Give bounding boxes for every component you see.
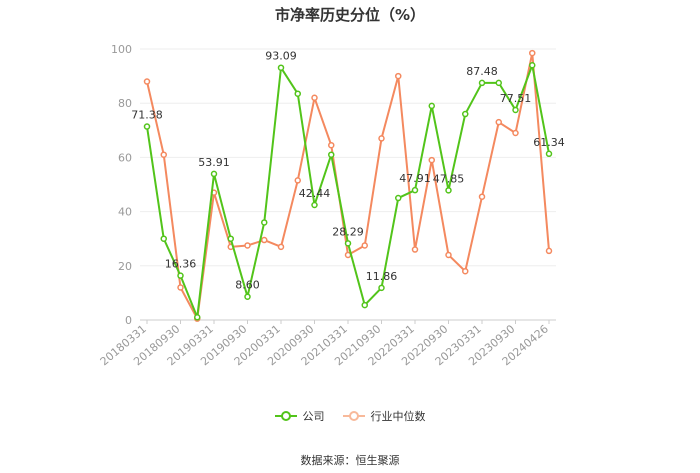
- data-point-1: [428, 156, 435, 164]
- data-label: 61.34: [533, 136, 565, 149]
- data-point-0: [210, 170, 218, 178]
- data-label: 16.36: [165, 258, 197, 271]
- legend-item-industry[interactable]: 行业中位数: [342, 408, 426, 424]
- data-label: 93.09: [265, 50, 297, 63]
- data-label: 8.60: [235, 279, 260, 292]
- legend-item-company[interactable]: 公司: [274, 408, 325, 424]
- data-point-1: [495, 118, 502, 126]
- data-label: 71.38: [131, 109, 163, 122]
- data-label: 28.29: [332, 225, 364, 238]
- data-point-0: [277, 64, 285, 71]
- data-point-0: [529, 62, 536, 69]
- data-point-1: [311, 94, 318, 102]
- data-point-0: [411, 186, 419, 194]
- data-point-0: [227, 235, 234, 242]
- data-point-0: [512, 106, 519, 114]
- data-point-0: [462, 110, 469, 118]
- data-point-0: [311, 201, 318, 209]
- data-point-0: [478, 79, 486, 87]
- data-point-1: [478, 193, 486, 200]
- y-tick-label: 60: [118, 151, 132, 164]
- data-point-0: [395, 194, 402, 202]
- data-point-0: [495, 79, 502, 87]
- data-point-0: [294, 90, 301, 97]
- data-point-1: [177, 284, 184, 291]
- data-point-1: [512, 129, 519, 137]
- data-point-1: [361, 242, 368, 249]
- data-point-0: [361, 301, 368, 309]
- data-label: 11.86: [366, 270, 398, 283]
- data-point-0: [378, 284, 385, 292]
- data-point-0: [545, 150, 553, 158]
- data-point-0: [344, 240, 352, 247]
- data-label: 77.51: [500, 92, 532, 105]
- y-tick-label: 0: [125, 314, 132, 327]
- y-tick-label: 20: [118, 260, 132, 273]
- data-point-0: [328, 151, 335, 158]
- data-label: 53.91: [198, 156, 230, 169]
- data-point-0: [445, 187, 452, 194]
- data-point-1: [160, 151, 167, 158]
- data-point-1: [445, 251, 452, 259]
- data-label: 42.44: [299, 187, 331, 200]
- data-source: 数据来源：恒生聚源: [300, 454, 400, 467]
- data-point-1: [545, 247, 553, 255]
- data-point-1: [328, 141, 335, 149]
- y-tick-label: 80: [118, 97, 132, 110]
- data-point-0: [143, 123, 151, 130]
- data-label: 87.48: [466, 65, 498, 78]
- data-point-0: [160, 235, 167, 242]
- legend: 公司 行业中位数: [0, 408, 700, 424]
- data-label: 47.85: [433, 172, 465, 185]
- data-point-1: [244, 242, 251, 249]
- data-point-1: [411, 246, 419, 253]
- data-point-1: [294, 177, 301, 184]
- legend-swatch-industry: [342, 411, 365, 421]
- legend-label-company: 公司: [302, 410, 325, 423]
- data-label: 47.91: [399, 172, 431, 185]
- legend-swatch-company: [274, 411, 297, 421]
- data-point-0: [261, 219, 268, 226]
- data-point-0: [428, 102, 435, 110]
- data-point-1: [462, 267, 469, 275]
- chart-title: 市净率历史分位（%）: [274, 6, 426, 24]
- data-point-0: [194, 314, 201, 321]
- data-point-1: [261, 236, 268, 244]
- data-point-1: [143, 78, 151, 85]
- y-tick-label: 100: [111, 43, 132, 56]
- y-tick-label: 40: [118, 206, 132, 219]
- legend-label-industry: 行业中位数: [370, 410, 426, 423]
- data-point-1: [378, 135, 385, 142]
- data-point-1: [395, 72, 402, 80]
- data-point-0: [177, 272, 184, 279]
- data-point-0: [244, 293, 251, 300]
- data-point-1: [277, 243, 285, 251]
- series-line-1: [146, 52, 550, 320]
- data-point-1: [529, 49, 536, 57]
